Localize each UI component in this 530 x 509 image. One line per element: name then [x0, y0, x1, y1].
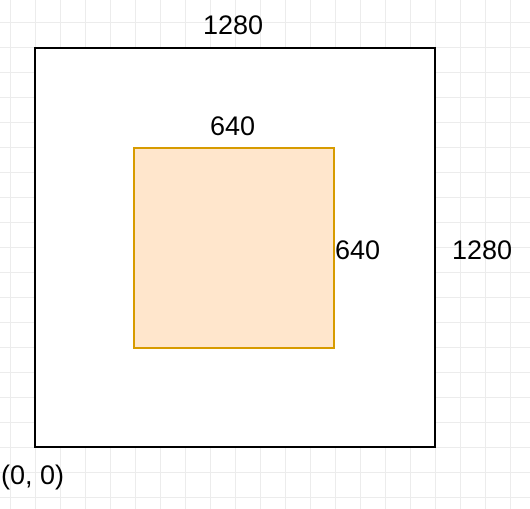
- inner-height-label: 640: [335, 235, 381, 265]
- outer-height-label: 1280: [452, 235, 513, 265]
- outer-width-label: 1280: [203, 10, 264, 40]
- inner-square: [133, 147, 335, 349]
- inner-width-label: 640: [210, 111, 256, 141]
- origin-label: (0, 0): [1, 460, 65, 490]
